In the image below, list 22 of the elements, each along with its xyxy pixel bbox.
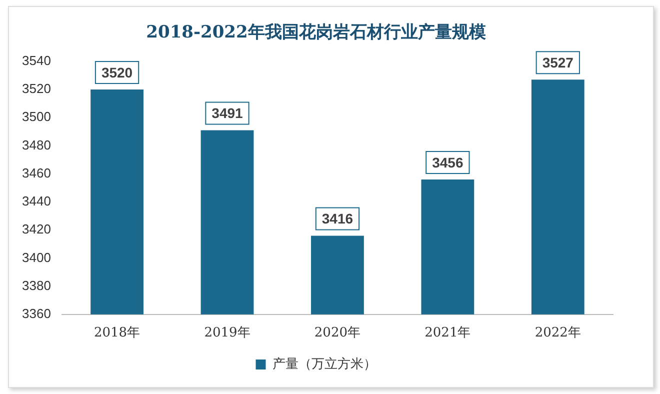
y-tick-label: 3500 <box>22 109 51 124</box>
y-tick-label: 3380 <box>22 278 51 293</box>
data-label: 3456 <box>432 154 464 170</box>
data-label: 3527 <box>542 54 574 71</box>
data-label: 3491 <box>212 105 244 122</box>
data-label: 3520 <box>101 64 133 80</box>
x-tick-label: 2021年 <box>424 326 471 341</box>
x-tick-label: 2022年 <box>534 326 581 341</box>
x-tick-label: 2019年 <box>204 326 250 341</box>
y-tick-label: 3420 <box>22 222 51 237</box>
x-tick-label: 2018年 <box>94 326 140 341</box>
data-label: 3416 <box>322 210 354 227</box>
x-tick-label: 2020年 <box>314 326 361 341</box>
y-tick-label: 3440 <box>22 194 51 209</box>
y-tick-label: 3360 <box>22 306 51 321</box>
y-tick-label: 3480 <box>22 137 51 152</box>
y-tick-label: 3460 <box>22 165 51 180</box>
y-tick-label: 3540 <box>22 52 51 68</box>
chart-title: 2018-2022年我国花岗岩石材行业产量规模 <box>146 22 486 43</box>
legend-label: 产量（万立方米） <box>272 356 376 372</box>
y-tick-label: 3400 <box>22 250 51 265</box>
y-tick-label: 3520 <box>22 81 51 96</box>
